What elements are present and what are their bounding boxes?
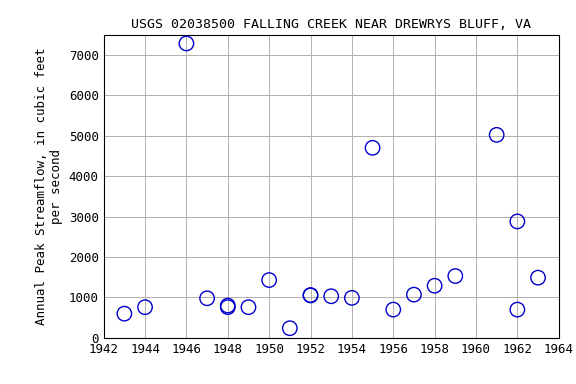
Point bbox=[203, 295, 212, 301]
Point bbox=[182, 40, 191, 46]
Point bbox=[430, 283, 439, 289]
Point bbox=[389, 306, 398, 313]
Point bbox=[223, 303, 232, 309]
Point bbox=[513, 306, 522, 313]
Point bbox=[285, 325, 294, 331]
Point bbox=[533, 275, 543, 281]
Point bbox=[141, 304, 150, 310]
Point bbox=[264, 277, 274, 283]
Point bbox=[120, 311, 129, 317]
Point bbox=[244, 304, 253, 310]
Point bbox=[368, 145, 377, 151]
Title: USGS 02038500 FALLING CREEK NEAR DREWRYS BLUFF, VA: USGS 02038500 FALLING CREEK NEAR DREWRYS… bbox=[131, 18, 531, 31]
Point bbox=[306, 292, 315, 298]
Point bbox=[223, 304, 232, 310]
Point bbox=[410, 291, 419, 298]
Point bbox=[492, 132, 501, 138]
Point bbox=[513, 218, 522, 225]
Point bbox=[347, 295, 357, 301]
Point bbox=[327, 293, 336, 300]
Point bbox=[450, 273, 460, 279]
Y-axis label: Annual Peak Streamflow, in cubic feet
per second: Annual Peak Streamflow, in cubic feet pe… bbox=[35, 48, 63, 325]
Point bbox=[306, 292, 315, 298]
